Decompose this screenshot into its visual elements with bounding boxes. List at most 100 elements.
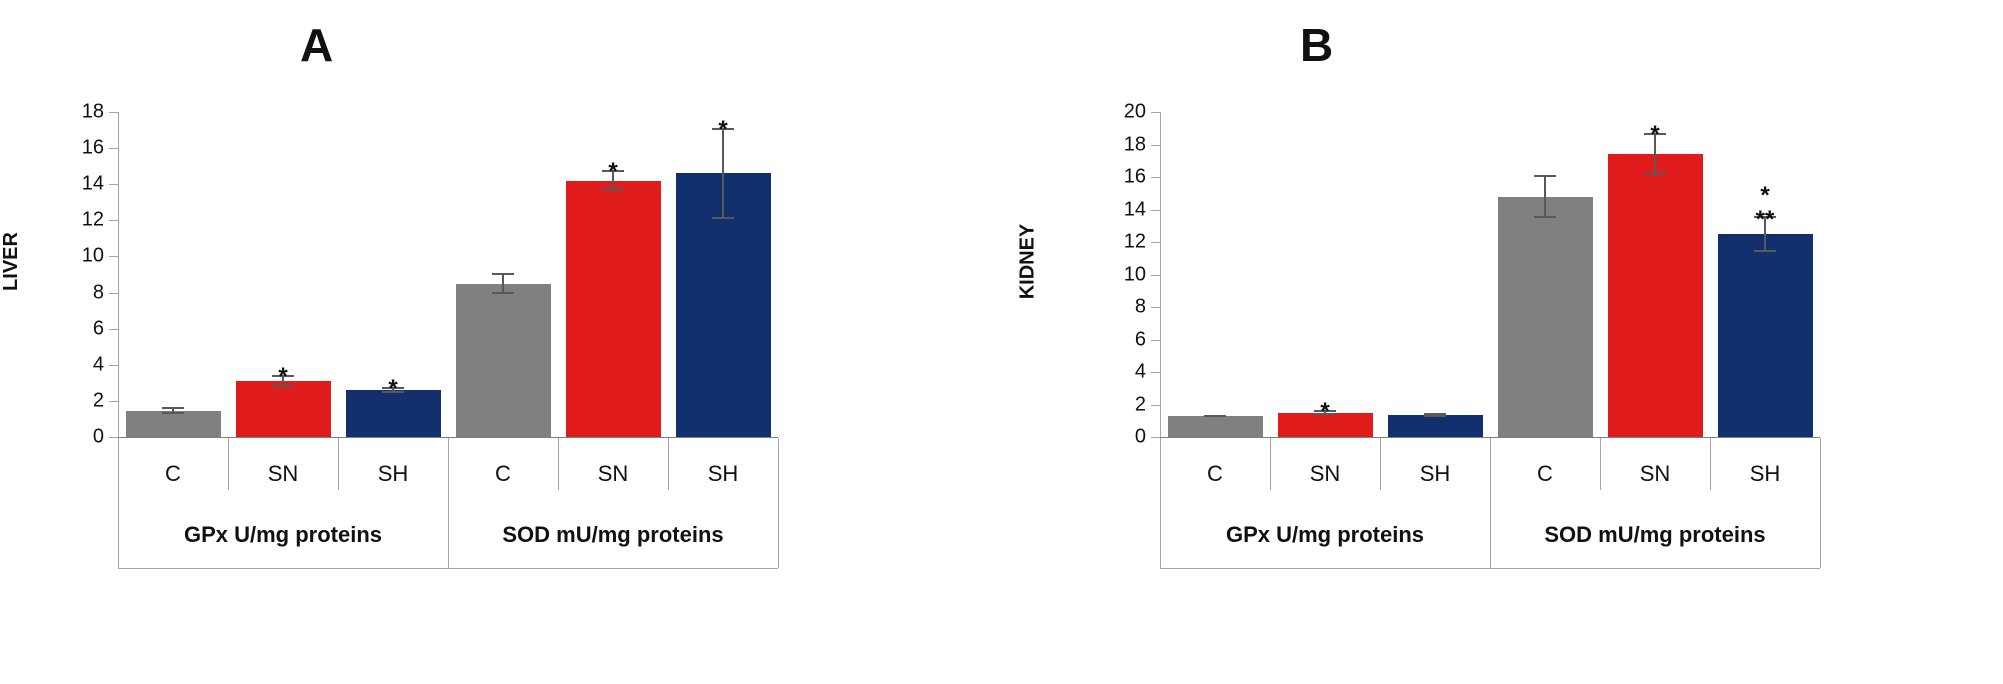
category-separator (668, 438, 669, 490)
y-tick-label: 0 (1134, 425, 1146, 448)
group-separator (118, 438, 119, 568)
bar-sn-sod (565, 180, 661, 437)
y-tick-label: 10 (81, 244, 104, 267)
error-bar-cap-top (1754, 216, 1776, 218)
bar-sn-gpx (1277, 412, 1373, 437)
bottom-rule (118, 568, 778, 569)
error-bar-stem (722, 128, 724, 219)
y-tick-label: 12 (81, 208, 104, 231)
y-tick-mark (109, 148, 118, 150)
bar-c-gpx (1167, 415, 1263, 437)
bar-sh-gpx (1387, 415, 1483, 437)
y-axis-line (118, 112, 119, 437)
panel-letter: B (1300, 19, 1334, 71)
bar-c-sod (1497, 196, 1593, 437)
y-tick-label: 16 (1123, 165, 1146, 188)
bar-sh-gpx (345, 390, 441, 437)
category-separator (1270, 438, 1271, 490)
y-tick-label: 2 (1134, 393, 1146, 415)
error-bar-stem (172, 407, 174, 415)
y-tick-mark (1151, 307, 1160, 308)
significance-marker: * (1320, 398, 1330, 426)
significance-marker: * (718, 116, 728, 144)
error-bar-cap-bottom (1204, 415, 1226, 418)
y-tick-label: 6 (92, 317, 104, 340)
bar-c-sod (455, 283, 551, 437)
category-label-sh: SH (707, 461, 739, 486)
y-tick-mark (109, 292, 118, 294)
panel-letter: A (300, 19, 334, 71)
group-separator (778, 438, 779, 568)
category-label-c: C (1537, 461, 1553, 486)
category-separator (1380, 438, 1381, 490)
error-bar-cap-bottom (712, 216, 734, 219)
bottom-rule (1160, 568, 1820, 569)
y-tick-mark (1151, 177, 1160, 178)
error-bar-cap-top (1424, 413, 1446, 416)
category-label-sh: SH (1749, 461, 1781, 486)
error-bar-stem (1764, 216, 1766, 252)
significance-marker: * (608, 157, 618, 185)
category-label-sh: SH (377, 461, 409, 486)
error-bar (1195, 414, 1235, 418)
group-label-gpx: GPx U/mg proteins (1225, 522, 1425, 547)
category-label-c: C (1207, 461, 1223, 486)
error-bar-stem (612, 169, 614, 192)
y-tick-mark (1151, 144, 1160, 146)
y-tick-label: 18 (1123, 133, 1146, 155)
y-tick-label: 6 (1134, 328, 1146, 350)
y-tick-mark (109, 112, 118, 113)
error-bar-cap-bottom (1644, 173, 1666, 176)
y-tick-mark (109, 400, 118, 402)
error-bar-cap-top (1314, 410, 1336, 413)
error-bar-cap-bottom (382, 390, 404, 393)
error-bar-stem (502, 272, 504, 295)
error-bar-cap-top (272, 374, 294, 377)
y-tick-label: 2 (92, 389, 104, 412)
y-tick-mark (1151, 209, 1160, 211)
y-tick-label: 4 (92, 353, 104, 376)
category-separator (338, 438, 339, 490)
error-bar-cap-top (162, 407, 184, 410)
panel-a: A LIVER 0 2 4 6 8 10 12 14 16 18 C * SN * SH GPx U/mg pro… (0, 0, 1000, 684)
category-label-c: C (165, 461, 181, 486)
y-tick-mark (109, 256, 118, 258)
error-bar (153, 407, 193, 415)
group-separator (1490, 438, 1491, 568)
error-bar-cap-bottom (1754, 249, 1776, 252)
y-tick-mark (1151, 404, 1160, 406)
error-bar-stem (392, 387, 394, 393)
category-separator (1600, 438, 1601, 490)
y-tick-mark (109, 328, 118, 330)
error-bar-cap-bottom (162, 412, 184, 415)
significance-marker: * (1650, 121, 1660, 149)
bar-sn-gpx (235, 381, 331, 437)
group-label-sod: SOD mU/mg proteins (502, 522, 724, 547)
error-bar (1525, 175, 1565, 218)
error-bar-stem (282, 374, 284, 388)
error-bar (373, 387, 413, 393)
y-tick-label: 14 (1123, 198, 1146, 220)
error-bar-cap-bottom (492, 292, 514, 295)
category-label-sh: SH (1419, 461, 1451, 486)
error-bar (1635, 133, 1675, 176)
category-label-c: C (495, 461, 511, 486)
error-bar (593, 169, 633, 192)
error-bar-cap-bottom (602, 189, 624, 192)
bar-c-gpx (125, 410, 221, 437)
y-tick-mark (1151, 437, 1160, 438)
error-bar-cap-top (602, 169, 624, 172)
error-bar (703, 128, 743, 219)
bar-sn-sod (1607, 154, 1703, 437)
y-tick-mark (109, 364, 118, 366)
y-tick-mark (1151, 242, 1160, 243)
y-tick-label: 10 (1123, 263, 1146, 285)
category-separator (228, 438, 229, 490)
y-tick-label: 12 (1123, 230, 1146, 253)
category-label-sn: SN (1639, 461, 1671, 486)
y-axis-line (1160, 112, 1161, 437)
group-separator (1160, 438, 1161, 568)
y-tick-mark (1151, 274, 1160, 276)
panel-b: B KIDNEY 0 2 4 6 8 10 12 14 16 18 20 C * SN SH GPx U/mg p… (1000, 0, 2003, 684)
